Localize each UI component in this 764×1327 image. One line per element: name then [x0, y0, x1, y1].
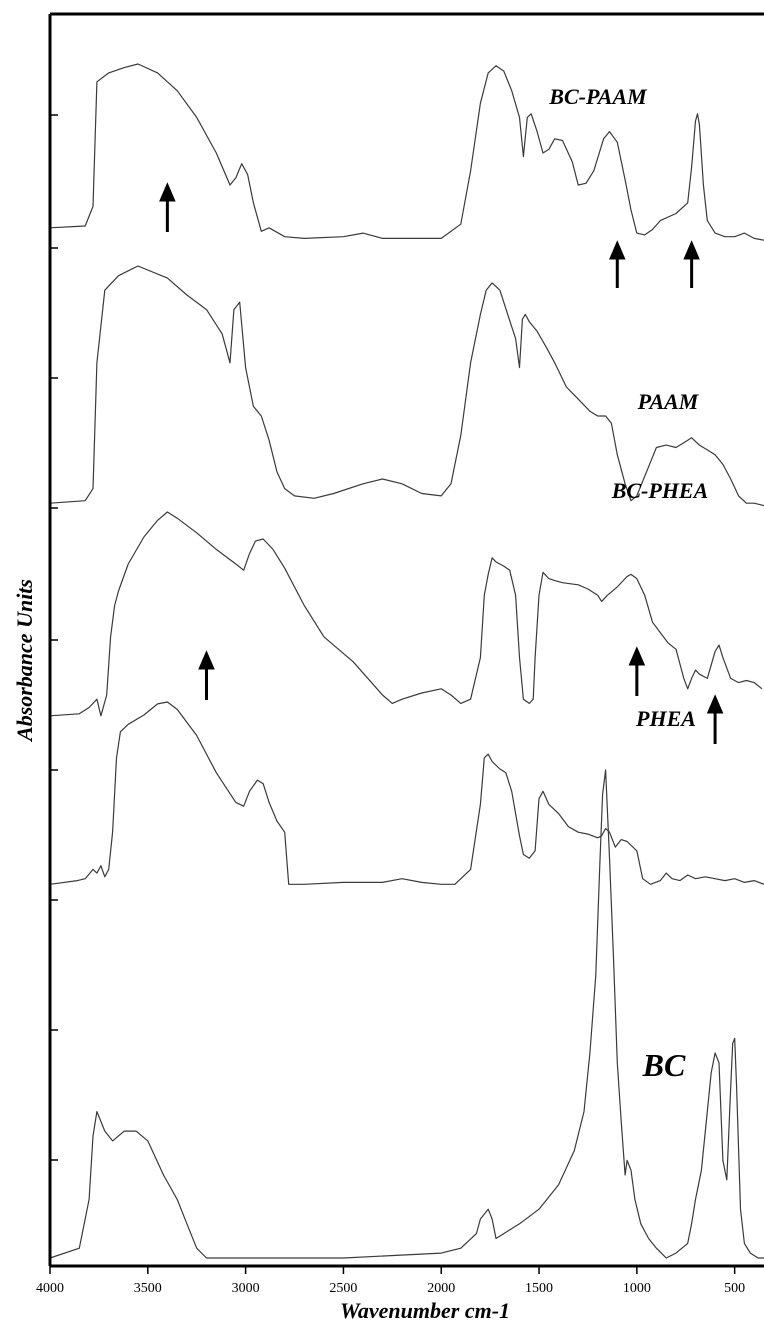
peak-arrow-bc-phea-1000 [628, 646, 646, 696]
left-axis-minor-ticks [50, 114, 58, 1161]
spectrum-line-bc-paam [49, 63, 764, 241]
spectrum-line-phea [49, 701, 764, 885]
spectra-group [49, 63, 764, 1259]
peak-arrow-bc-paam-3400 [159, 182, 176, 232]
series-labels: BC-PAAM PAAM BC-PHEA PHEA BC [548, 84, 708, 1083]
y-axis-title: Absorbance Units [12, 579, 37, 743]
x-tick-label: 4000 [36, 1281, 64, 1296]
x-tick-label: 3500 [134, 1281, 162, 1296]
x-axis-ticks: 4000 3500 3000 2500 2000 1500 1000 500 [36, 1266, 745, 1296]
x-tick-label: 500 [724, 1281, 745, 1296]
spectrum-line-bc [49, 769, 764, 1259]
peak-arrows [159, 182, 724, 744]
spectrum-line-paam [49, 265, 764, 507]
x-tick-label: 2000 [427, 1281, 455, 1296]
spectrum-line-bc-phea [49, 511, 763, 717]
series-label-paam: PAAM [637, 389, 700, 414]
peak-arrow-bc-paam-720 [683, 240, 700, 288]
x-tick-label: 2500 [329, 1281, 357, 1296]
x-tick-label: 1500 [525, 1281, 553, 1296]
x-tick-label: 3000 [232, 1281, 260, 1296]
peak-arrow-bc-paam-1100 [609, 240, 626, 288]
x-axis-title: Wavenumber cm-1 [340, 1298, 510, 1323]
series-label-bc-paam: BC-PAAM [548, 84, 648, 109]
series-label-phea: PHEA [635, 706, 696, 731]
series-label-bc-phea: BC-PHEA [611, 478, 709, 503]
peak-arrow-bc-phea-3200 [198, 650, 215, 700]
x-tick-label: 1000 [623, 1281, 651, 1296]
series-label-bc: BC [642, 1047, 686, 1083]
peak-arrow-bc-phea-600 [706, 694, 724, 744]
